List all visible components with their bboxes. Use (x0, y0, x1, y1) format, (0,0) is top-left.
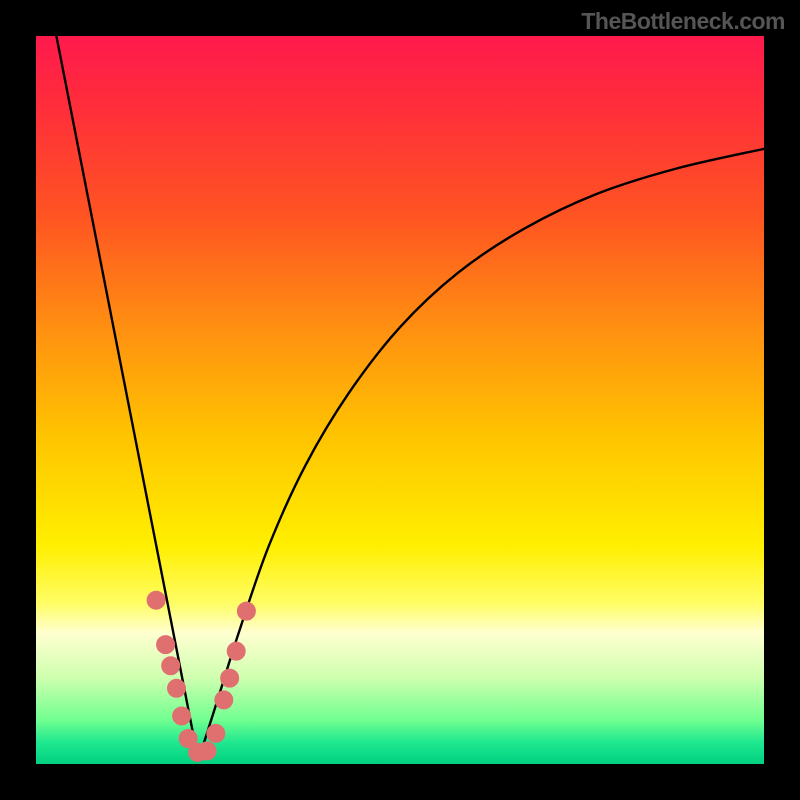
plot-svg (36, 36, 764, 764)
chart-container: TheBottleneck.com (0, 0, 800, 800)
data-marker (168, 679, 186, 697)
data-marker (173, 707, 191, 725)
data-marker (162, 657, 180, 675)
data-marker (157, 636, 175, 654)
data-marker (227, 642, 245, 660)
data-marker (198, 742, 216, 760)
gradient-background (36, 36, 764, 764)
data-marker (221, 669, 239, 687)
data-marker (147, 591, 165, 609)
data-marker (207, 724, 225, 742)
watermark-text: TheBottleneck.com (581, 8, 785, 35)
data-marker (237, 602, 255, 620)
data-marker (215, 691, 233, 709)
